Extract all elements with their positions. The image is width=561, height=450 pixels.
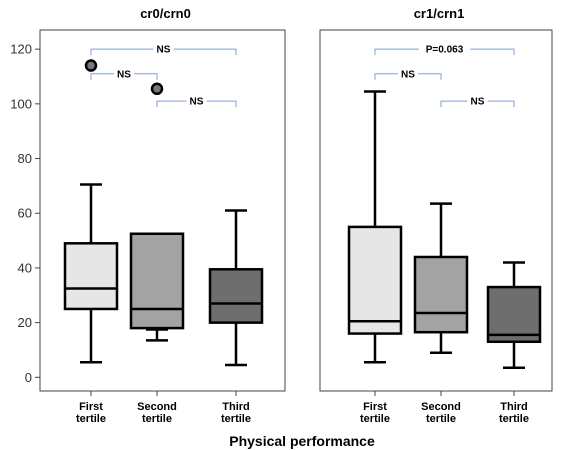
bracket-label-bg [467,95,488,108]
iqr-box [208,268,264,324]
x-tick-label: tertile [426,413,456,425]
comparison-bracket: P=0.063 [374,43,515,56]
panel-title: cr1/crn1 [414,6,465,21]
comparison-bracket: NS [440,95,515,108]
bracket-label: NS [117,69,131,80]
comparison-bracket: NS [374,67,442,80]
bracket-label: P=0.063 [426,45,464,56]
panel-frame [319,29,553,392]
box-1 [347,90,403,364]
iqr-box [486,285,542,344]
bracket-label-bg [153,43,174,56]
x-tick-label: First [363,401,387,413]
outlier-point [84,59,98,72]
box-1 [63,59,119,364]
x-tick-label: Third [222,401,250,413]
box-3 [486,261,542,370]
outlier-point [150,82,164,96]
iqr-box [63,242,119,311]
bracket-label-bg [113,67,135,80]
y-tick-label: 20 [18,315,32,330]
y-tick-label: 120 [10,42,32,57]
y-axis: 0 20 40 60 80 100 120 [10,30,41,391]
box-2 [129,82,185,342]
bracket-label: NS [401,69,415,80]
comparison-bracket: NS [90,67,158,80]
x-tick-label: Third [500,401,528,413]
panel-1: cr0/crn0FirsttertileSecondtertileThirdte… [39,6,286,425]
x-tick-label: tertile [499,413,529,425]
bracket-label-bg [186,95,207,108]
iqr-box [413,255,469,334]
box-2 [413,202,469,354]
comparison-bracket: NS [156,95,237,108]
x-axis-label: Physical performance [229,433,375,449]
y-tick-label: 80 [18,151,32,166]
bracket-label-bg [397,67,419,80]
x-tick-label: tertile [221,413,251,425]
x-tick-label: Second [421,401,461,413]
panels: cr0/crn0FirsttertileSecondtertileThirdte… [39,6,553,425]
x-tick-label: tertile [76,413,106,425]
bracket-label: NS [190,97,204,108]
bracket-label-bg [418,43,471,56]
panel-title: cr0/crn0 [140,6,191,21]
x-tick-label: tertile [142,413,172,425]
y-tick-label: 100 [10,96,32,111]
y-tick-label: 60 [18,206,32,221]
x-tick-label: Second [137,401,177,413]
comparison-bracket: NS [90,43,237,56]
x-tick-label: tertile [360,413,390,425]
bracket-label: NS [157,45,171,56]
y-tick-label: 0 [25,370,32,385]
y-tick-label: 40 [18,260,32,275]
panel-2: cr1/crn1FirsttertileSecondtertileThirdte… [319,6,553,425]
box-3 [208,209,264,367]
x-tick-label: First [79,401,103,413]
iqr-box [347,225,403,335]
panel-frame [39,29,286,392]
bracket-label: NS [471,97,485,108]
iqr-box [129,232,185,330]
